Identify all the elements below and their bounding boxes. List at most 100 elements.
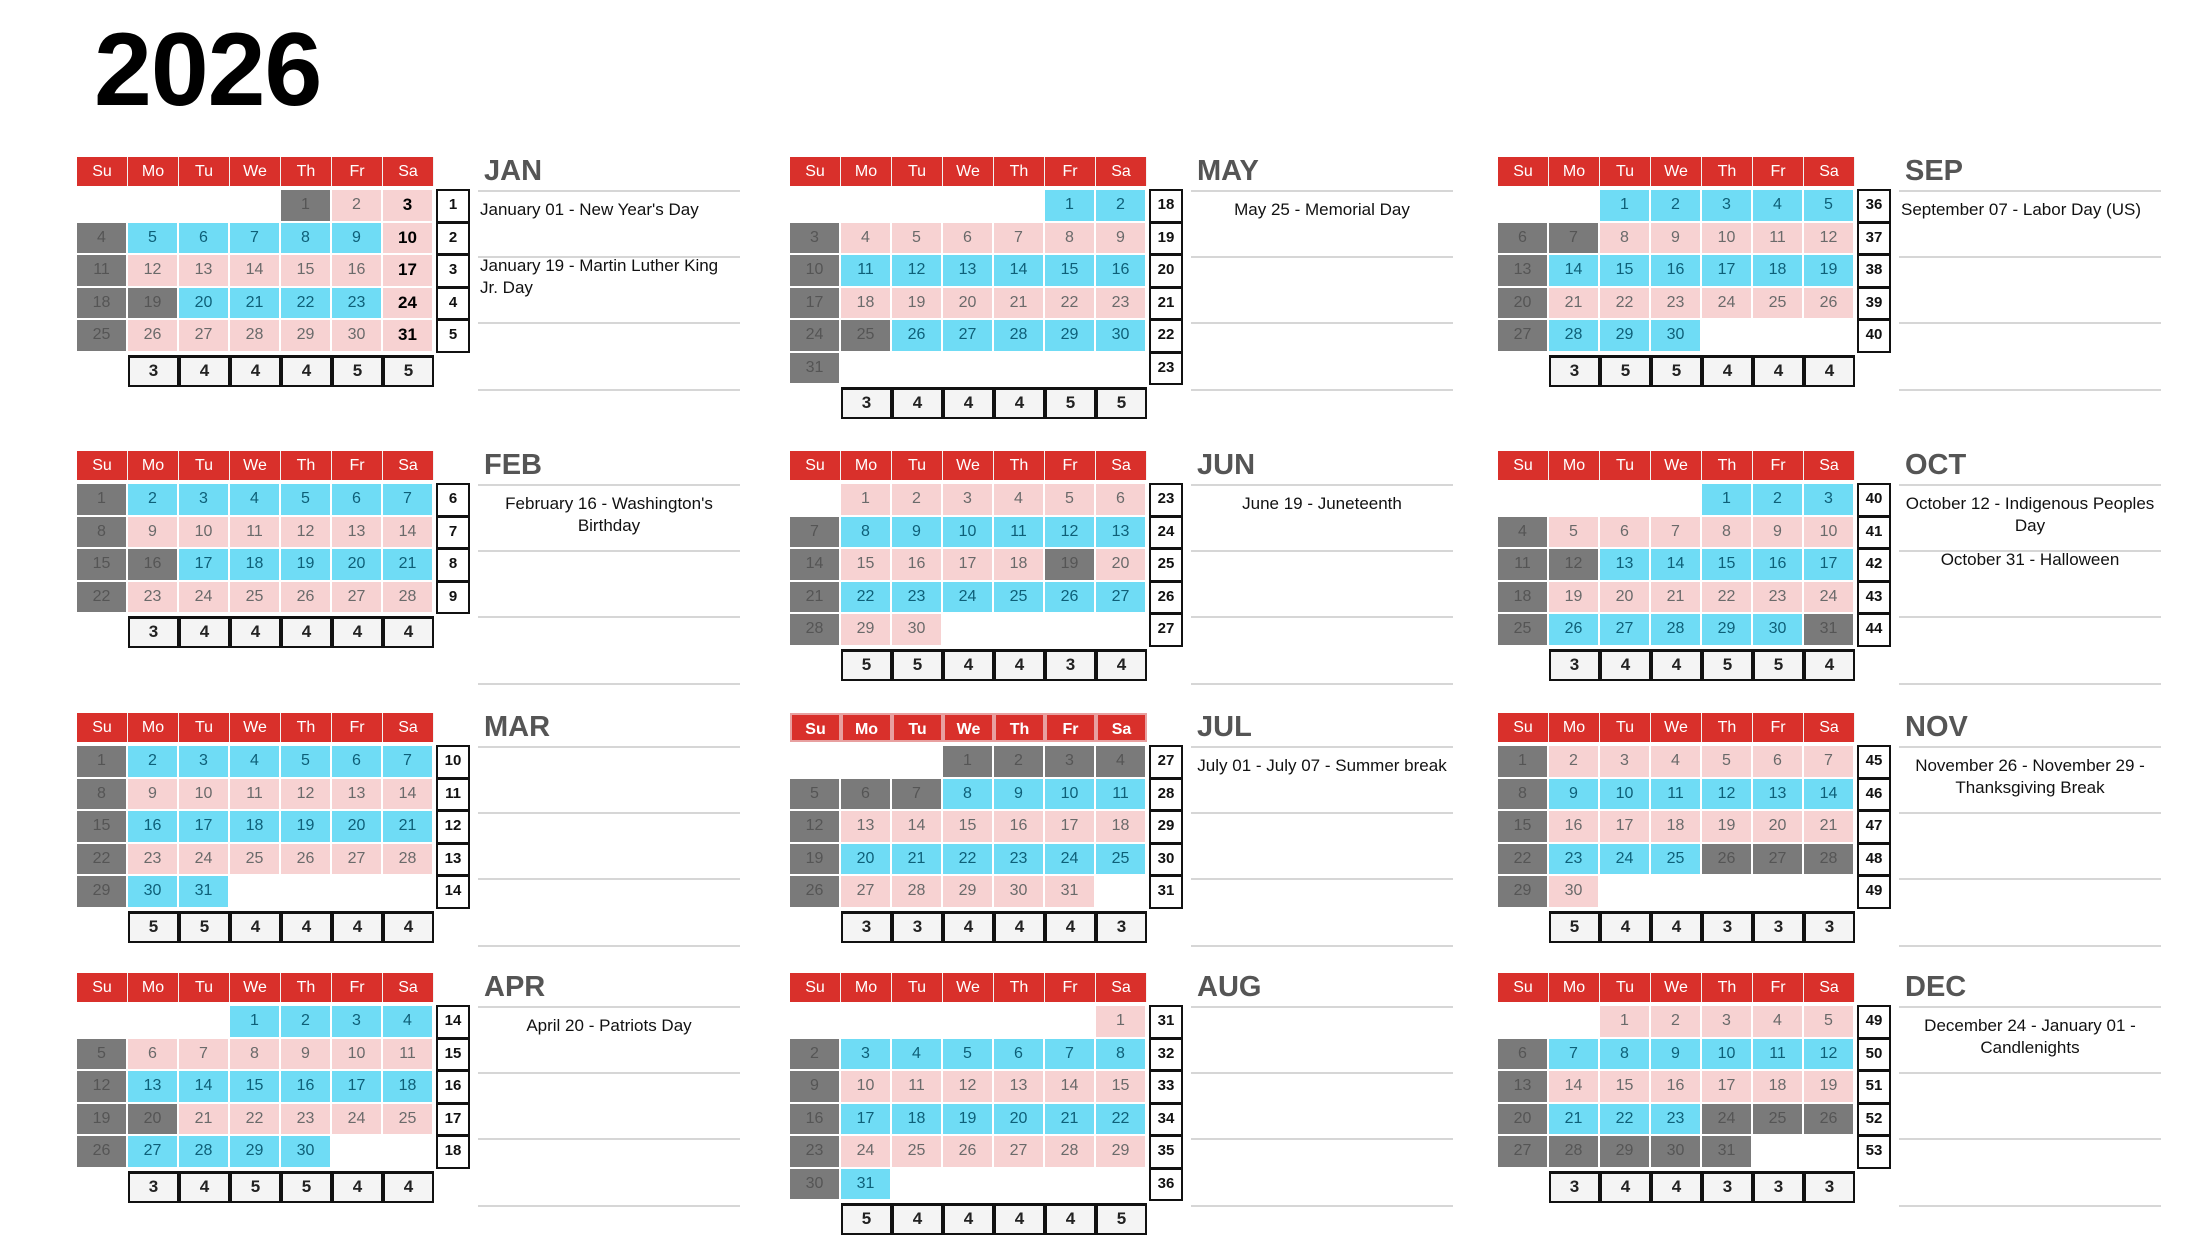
separator-line	[1899, 616, 2161, 618]
weekday-count: 3	[1549, 1170, 1600, 1203]
weekday-header-th: Th	[281, 713, 332, 742]
separator-line	[1191, 683, 1453, 685]
month-mar: Su Mo Tu We Th Fr Sa 1 2 3 4 5 6 7 8 9 10 11 12 13 14 15 16 17 1…	[77, 713, 747, 983]
day-cell: 22	[77, 581, 128, 614]
separator-line	[478, 1205, 740, 1207]
weekday-count: 4	[332, 1170, 383, 1203]
day-cell: 28	[179, 1136, 230, 1169]
weekday-count: 5	[383, 354, 434, 387]
week-number: 37	[1857, 221, 1891, 255]
weekday-header-we: We	[230, 973, 281, 1002]
separator-line	[1899, 484, 2161, 486]
day-cell: 27	[1096, 581, 1147, 614]
day-cell: 7	[1651, 516, 1702, 549]
separator-line	[478, 256, 740, 258]
weekday-count: 3	[841, 910, 892, 943]
week-number: 23	[1149, 483, 1183, 517]
day-cell: 11	[383, 1038, 434, 1071]
week-number: 4	[436, 286, 470, 320]
separator-line	[478, 746, 740, 748]
week-number: 46	[1857, 777, 1891, 811]
day-cell: 22	[1096, 1103, 1147, 1136]
week-number: 26	[1149, 580, 1183, 614]
day-cell: 30	[332, 320, 383, 353]
week-number: 15	[436, 1037, 470, 1071]
weekday-header-sa: Sa	[1804, 973, 1855, 1002]
day-cell: 21	[1549, 1103, 1600, 1136]
day-cell: 14	[179, 1071, 230, 1104]
day-cell: 1	[281, 190, 332, 223]
weekday-count: 4	[1651, 648, 1702, 681]
day-cell: 5	[281, 484, 332, 517]
day-cell: 12	[1549, 549, 1600, 582]
separator-line	[1899, 1138, 2161, 1140]
day-cell: 24	[1804, 581, 1855, 614]
day-cell: 30	[1651, 1136, 1702, 1169]
day-cell: 10	[1804, 516, 1855, 549]
day-cell: 16	[1651, 1071, 1702, 1104]
week-number: 6	[436, 483, 470, 517]
day-cell: 25	[1498, 614, 1549, 647]
day-cell: 30	[1096, 320, 1147, 353]
weekday-count: 5	[1753, 648, 1804, 681]
day-cell: 18	[383, 1071, 434, 1104]
month-name: OCT	[1905, 449, 1967, 481]
weekday-header-th: Th	[1702, 973, 1753, 1002]
day-cell: 13	[1753, 778, 1804, 811]
separator-line	[478, 322, 740, 324]
weekday-header-tu: Tu	[892, 973, 943, 1002]
day-cell: 14	[1549, 1071, 1600, 1104]
day-cell: 5	[790, 778, 841, 811]
day-cell: 2	[1753, 484, 1804, 517]
day-cell: 4	[892, 1038, 943, 1071]
weekday-header-su: Su	[1498, 713, 1549, 742]
day-cell: 27	[179, 320, 230, 353]
day-cell: 12	[281, 516, 332, 549]
weekday-count: 4	[1651, 910, 1702, 943]
day-cell: 22	[281, 287, 332, 320]
weekday-count: 4	[1804, 354, 1855, 387]
day-cell: 13	[841, 811, 892, 844]
week-number: 33	[1149, 1070, 1183, 1104]
separator-line	[1899, 945, 2161, 947]
day-cell: 11	[1753, 222, 1804, 255]
weekday-header-fr: Fr	[1045, 157, 1096, 186]
weekday-count: 3	[1753, 910, 1804, 943]
day-cell: 14	[1804, 778, 1855, 811]
day-cell: 30	[128, 876, 179, 909]
weekday-count: 5	[281, 1170, 332, 1203]
day-cell: 28	[790, 614, 841, 647]
day-cell: 25	[230, 843, 281, 876]
weekday-header-th: Th	[994, 713, 1045, 742]
day-cell: 8	[1600, 222, 1651, 255]
day-cell: 13	[1600, 549, 1651, 582]
weekday-header-su: Su	[790, 973, 841, 1002]
weekday-header-we: We	[943, 157, 994, 186]
week-number: 40	[1857, 319, 1891, 353]
day-cell: 5	[943, 1038, 994, 1071]
day-cell: 13	[332, 778, 383, 811]
day-cell: 19	[1702, 811, 1753, 844]
weekday-header-mo: Mo	[841, 713, 892, 742]
day-cell: 19	[77, 1103, 128, 1136]
day-cell: 27	[332, 581, 383, 614]
day-cell: 29	[943, 876, 994, 909]
weekday-header-mo: Mo	[1549, 713, 1600, 742]
weekday-count: 4	[383, 910, 434, 943]
day-cell: 11	[77, 255, 128, 288]
day-cell: 23	[892, 581, 943, 614]
day-cell: 26	[281, 843, 332, 876]
day-cell: 17	[332, 1071, 383, 1104]
day-cell: 8	[77, 516, 128, 549]
weekday-header-we: We	[1651, 157, 1702, 186]
weekday-count: 5	[1702, 648, 1753, 681]
day-cell: 16	[1549, 811, 1600, 844]
day-cell: 10	[1600, 778, 1651, 811]
day-cell: 15	[1096, 1071, 1147, 1104]
day-cell: 2	[1096, 190, 1147, 223]
week-number: 8	[436, 548, 470, 582]
day-cell: 2	[892, 484, 943, 517]
day-cell: 28	[230, 320, 281, 353]
month-name: JUL	[1197, 711, 1252, 743]
day-cell: 20	[1600, 581, 1651, 614]
